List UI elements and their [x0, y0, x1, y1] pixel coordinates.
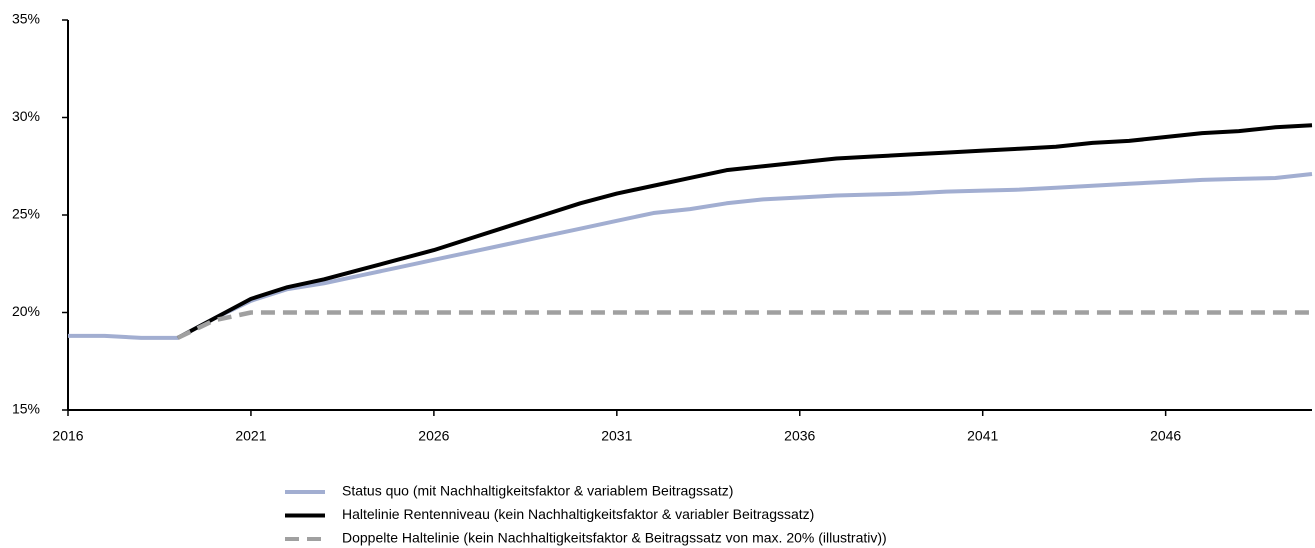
y-tick-label: 30%: [12, 108, 40, 124]
x-tick-label: 2031: [601, 428, 632, 444]
series-line: [176, 310, 1312, 340]
x-tick-label: 2036: [784, 428, 815, 444]
legend-label: Haltelinie Rentenniveau (kein Nachhaltig…: [342, 506, 814, 522]
x-tick-label: 2026: [418, 428, 449, 444]
y-tick-label: 20%: [12, 303, 40, 319]
x-tick-label: 2021: [235, 428, 266, 444]
legend-label: Doppelte Haltelinie (kein Nachhaltigkeit…: [342, 530, 887, 546]
x-tick-label: 2016: [52, 428, 83, 444]
x-tick-label: 2046: [1150, 428, 1181, 444]
y-tick-label: 25%: [12, 206, 40, 222]
legend-label: Status quo (mit Nachhaltigkeitsfaktor & …: [342, 483, 733, 499]
y-tick-label: 15%: [12, 401, 40, 417]
series-line: [176, 123, 1313, 340]
y-tick-label: 35%: [12, 11, 40, 27]
x-tick-label: 2041: [967, 428, 998, 444]
